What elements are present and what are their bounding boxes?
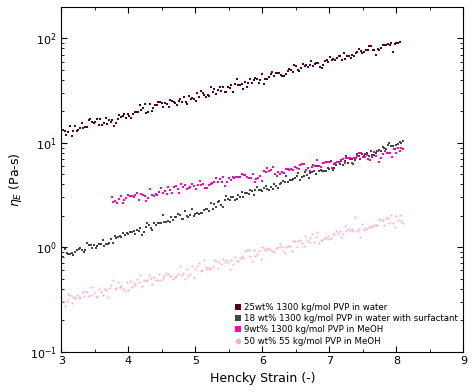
X-axis label: Hencky Strain (-): Hencky Strain (-) [210,372,315,385]
Y-axis label: $\eta_E$ (Pa-s): $\eta_E$ (Pa-s) [7,152,24,207]
Legend: 25wt% 1300 kg/mol PVP in water, 18 wt% 1300 kg/mol PVP in water with surfactant,: 25wt% 1300 kg/mol PVP in water, 18 wt% 1… [233,301,459,347]
